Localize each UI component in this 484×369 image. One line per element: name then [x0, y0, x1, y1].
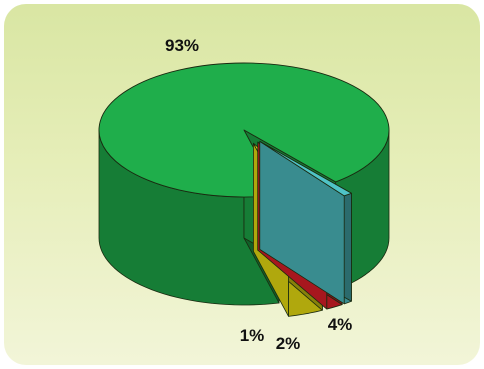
pie-chart: 93% 1% 2% 4% — [98, 36, 390, 353]
pie-slice-top — [259, 140, 352, 197]
slice-label-2: 1% — [240, 326, 265, 345]
slice-label-1: 93% — [165, 36, 199, 55]
pie-slice-top — [98, 62, 390, 198]
slice-label-3: 2% — [276, 334, 301, 353]
slice-label-4: 4% — [328, 315, 353, 334]
pie-slice-2 — [259, 140, 352, 305]
chart-panel: 93% 1% 2% 4% — [4, 4, 480, 365]
